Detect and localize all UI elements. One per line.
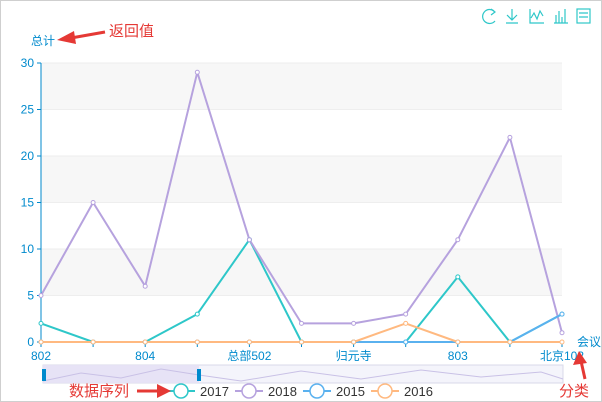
data-point-2017 — [38, 320, 44, 326]
annotation-category-text: 分类 — [559, 382, 589, 400]
annotation-data-series: 数据序列 — [69, 382, 171, 400]
bar-chart-icon[interactable] — [554, 9, 568, 24]
data-point-2016 — [194, 339, 200, 345]
data-point-2016 — [455, 339, 461, 345]
data-point-2016 — [246, 339, 252, 345]
legend-item-2016[interactable]: 2016 — [371, 383, 433, 399]
x-axis-name: 会议 — [577, 335, 601, 349]
x-tick-label: 北京102 — [540, 349, 584, 363]
legend-marker — [377, 383, 393, 399]
data-point-2018 — [455, 237, 461, 243]
restore-icon[interactable] — [482, 8, 496, 25]
y-tick-label: 10 — [21, 242, 35, 256]
data-point-2018 — [559, 330, 565, 336]
annotation-return-value-text: 返回值 — [109, 22, 154, 40]
data-zoom-left-handle[interactable] — [42, 369, 46, 381]
legend-item-2015[interactable]: 2015 — [303, 383, 365, 399]
y-tick-label: 30 — [21, 56, 35, 70]
legend-label: 2017 — [200, 384, 229, 399]
annotation-return-value: 返回值 — [57, 22, 154, 44]
x-tick-label: 归元寺 — [336, 349, 372, 363]
data-point-2017 — [194, 311, 200, 317]
y-tick-label: 5 — [27, 289, 34, 303]
legend-item-2017[interactable]: 2017 — [167, 383, 229, 399]
data-point-2017 — [455, 274, 461, 280]
legend: 2017 2018 2015 2016 — [167, 383, 433, 399]
data-point-2018 — [351, 320, 357, 326]
data-view-icon[interactable] — [576, 8, 591, 24]
data-point-2016 — [507, 339, 513, 345]
split-area — [41, 156, 562, 203]
split-area — [41, 63, 562, 110]
data-zoom-selected-range[interactable] — [43, 365, 199, 383]
data-point-2016 — [351, 339, 357, 345]
download-icon[interactable] — [506, 9, 518, 24]
data-point-2016 — [90, 339, 96, 345]
split-area — [41, 202, 562, 249]
data-point-2018 — [142, 283, 148, 289]
data-point-2018 — [403, 311, 409, 317]
data-point-2018 — [90, 200, 96, 205]
line-chart-icon[interactable] — [529, 9, 544, 24]
legend-marker — [241, 383, 257, 399]
legend-item-2018[interactable]: 2018 — [235, 383, 297, 399]
data-zoom-slider[interactable] — [42, 364, 564, 384]
y-tick-label: 20 — [21, 149, 35, 163]
data-point-2015 — [403, 339, 409, 345]
data-point-2018 — [194, 69, 200, 75]
split-area — [41, 295, 562, 342]
data-point-2016 — [559, 339, 565, 345]
data-point-2018 — [246, 237, 252, 243]
data-point-2018 — [507, 134, 513, 140]
y-tick-label: 0 — [27, 335, 34, 349]
y-tick-label: 15 — [21, 196, 35, 210]
x-tick-label: 总部502 — [227, 348, 271, 363]
data-point-2016 — [142, 339, 148, 345]
legend-marker — [309, 383, 325, 399]
data-point-2016 — [299, 339, 304, 345]
split-area — [41, 249, 562, 296]
x-tick-label: 803 — [448, 349, 468, 363]
x-tick-label: 804 — [135, 349, 155, 363]
x-tick-label: 802 — [31, 349, 51, 363]
data-point-2015 — [559, 311, 565, 317]
split-area — [41, 109, 562, 156]
data-point-2018 — [38, 293, 44, 298]
data-point-2016 — [38, 339, 44, 345]
legend-label: 2018 — [268, 384, 297, 399]
data-zoom-right-handle[interactable] — [197, 369, 201, 381]
y-tick-label: 25 — [21, 103, 35, 117]
legend-label: 2016 — [404, 384, 433, 399]
data-point-2018 — [299, 320, 304, 326]
annotation-category: 分类 — [559, 351, 589, 400]
toolbox — [482, 8, 591, 25]
annotation-data-series-text: 数据序列 — [69, 382, 129, 400]
legend-marker — [173, 383, 189, 399]
legend-label: 2015 — [336, 384, 365, 399]
data-point-2016 — [403, 320, 409, 326]
y-axis-name: 总计 — [31, 34, 55, 48]
